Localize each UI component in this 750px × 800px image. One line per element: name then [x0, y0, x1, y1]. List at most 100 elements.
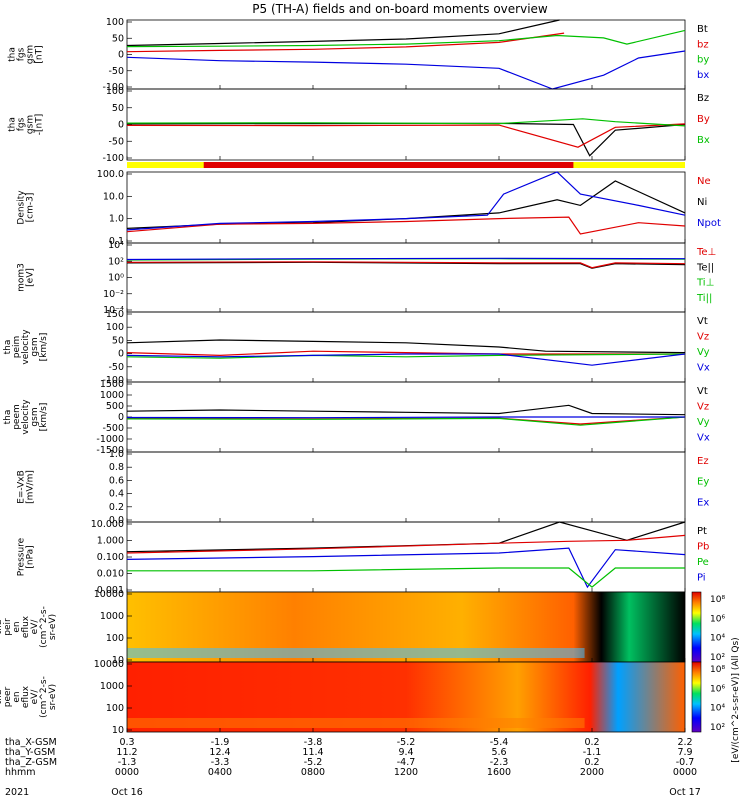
panel-pressure: 10.0001.0000.1000.0100.001Pressure[nPa]P…	[17, 519, 710, 596]
x-row-value: 11.4	[302, 747, 323, 758]
legend-entry: Vy	[697, 347, 710, 358]
series-vt	[126, 339, 686, 354]
legend-entry: Ey	[697, 477, 709, 488]
x-row-value: 0800	[301, 767, 325, 778]
y-label-line: [cm-3]	[26, 193, 36, 223]
x-row-label: tha_X-GSM	[5, 737, 57, 748]
y-tick-label: 100	[106, 633, 124, 644]
panel-temperature: 10⁴ 10² 10⁰ 10⁻² 10⁻⁴ mom3[eV] Te⊥ Te|| Ti⊥ Ti||	[17, 240, 717, 316]
y-tick-label: 100	[106, 322, 124, 333]
panel-frame	[126, 311, 686, 383]
colorbar-tick: 10⁴	[710, 704, 725, 714]
y-tick-label: 10⁴	[108, 240, 124, 251]
y-tick-label: 1000	[100, 611, 124, 622]
y-axis-label: mom3[eV]	[17, 263, 36, 292]
x-row-value: -5.4	[490, 737, 509, 748]
x-axis-labels: tha_X-GSM 0.3 -1.9 -3.8 -5.2 -5.4 0.2 2.2 tha_Y-…	[5, 637, 741, 798]
legend-entry: Vz	[697, 332, 709, 343]
x-row-value: 0400	[208, 767, 232, 778]
y-tick-label: 1500	[100, 379, 124, 390]
series-bz	[126, 32, 565, 53]
y-tick-label: -1500	[96, 445, 124, 456]
y-label-line: (cm^2-s-	[39, 676, 49, 718]
y-label-line: (cm^2-s-	[39, 606, 49, 648]
x-row-value: 0000	[673, 767, 697, 778]
y-label-line: peem	[12, 404, 22, 430]
legend-entry: Vx	[697, 363, 710, 374]
x-row-value: 12.4	[209, 747, 230, 758]
panel-frame	[126, 242, 686, 313]
series-bx	[126, 50, 686, 90]
colorbar-label: [eV/(cm^2-s-sr-eV)] (All Qs)	[731, 637, 741, 762]
legend-entry: Vt	[697, 316, 708, 327]
legend-entry: Vz	[697, 402, 709, 413]
y-label-line: velocity	[21, 329, 31, 365]
x-row-value: 0.2	[584, 757, 599, 768]
y-tick-label: 0.010	[97, 569, 124, 580]
panel-fgs_gsm: 100 50 0 -50 -100 thafgsgsm[nT] Bt bz by bx	[8, 17, 710, 93]
y-axis-label: E=-VxB[mV/m]	[17, 470, 36, 504]
y-tick-label: 150	[106, 309, 124, 320]
y-label-line: sr-eV)	[48, 684, 58, 710]
legend-entry: Pe	[697, 557, 709, 568]
legend-entry: Bx	[697, 135, 710, 146]
x-row-value: 9.4	[398, 747, 413, 758]
panel-peim_velocity: 150 100 50 0 -50 -100 thapeimvelocitygsm[km/s]…	[3, 309, 710, 386]
y-tick-label: 100.0	[97, 169, 124, 180]
x-row-value: 1200	[394, 767, 418, 778]
y-tick-label: 0.100	[97, 552, 124, 563]
y-axis-label: Density[cm-3]	[17, 190, 36, 225]
y-label-line: gsm	[26, 115, 36, 134]
series-bz	[126, 122, 686, 157]
legend-entry: Ti⊥	[696, 278, 714, 289]
y-label-line: eV/	[30, 689, 40, 705]
x-row-value: 2.2	[677, 737, 692, 748]
y-tick-label: 0	[118, 120, 124, 131]
legend-entry: Ex	[697, 497, 709, 508]
y-tick-label: 10.0	[103, 191, 124, 202]
y-tick-label: 10⁻²	[103, 289, 124, 300]
y-tick-label: 10⁰	[108, 273, 124, 284]
y-label-line: peim	[12, 336, 22, 359]
y-label-line: sr-eV)	[48, 614, 58, 640]
y-tick-label: 0.6	[109, 475, 124, 486]
series-ne	[126, 216, 686, 235]
x-row-value: -5.2	[304, 757, 323, 768]
series-pe	[127, 567, 685, 588]
x-row-value: -1.3	[118, 757, 137, 768]
x-row-value: -3.8	[304, 737, 323, 748]
y-tick-label: -100	[102, 375, 124, 386]
x-row-value: -1.1	[583, 747, 602, 758]
panel-frame	[126, 88, 686, 161]
series-vx	[126, 416, 685, 419]
y-tick-label: -100	[102, 82, 124, 93]
colorbar-peir_spectrogram	[691, 591, 702, 663]
y-tick-label: -1000	[96, 434, 124, 445]
y-label-line: fgs	[17, 47, 27, 61]
year-label: 2021	[5, 787, 29, 798]
y-tick-label: 50	[112, 335, 124, 346]
x-row-value: 2000	[580, 767, 604, 778]
y-label-line: gsm	[30, 407, 40, 426]
y-tick-label: 100	[106, 703, 124, 714]
y-tick-label: 10000	[94, 659, 124, 670]
x-row-value: 7.9	[677, 747, 692, 758]
panel-frame	[126, 521, 686, 593]
y-tick-label: 0.8	[109, 462, 124, 473]
series-bx	[126, 118, 686, 127]
y-label-line: E=-VxB	[17, 470, 27, 504]
panel-peir_spectrogram: 10⁸ 10⁶ 10⁴ 10² 10000 1000 100 10 thapeireneflux…	[0, 589, 725, 666]
legend-entry: Ne	[697, 176, 711, 187]
y-label-line: en	[12, 621, 22, 632]
y-tick-label: 0	[118, 50, 124, 61]
legend-entry: By	[697, 114, 710, 125]
y-tick-label: 100	[106, 17, 124, 28]
x-row-label: hhmm	[5, 767, 36, 778]
panel-efield: 1.0 0.8 0.6 0.4 0.2 0.0 E=-VxB[mV/m] Ez Ey Ex	[17, 449, 710, 526]
x-row-value: 0.3	[119, 737, 134, 748]
series-te	[126, 261, 686, 269]
colorbar-tick: 10⁸	[710, 595, 725, 605]
legend-entry: Bt	[697, 24, 708, 35]
y-tick-label: 0.001	[97, 585, 124, 596]
y-label-line: tha	[8, 47, 18, 62]
